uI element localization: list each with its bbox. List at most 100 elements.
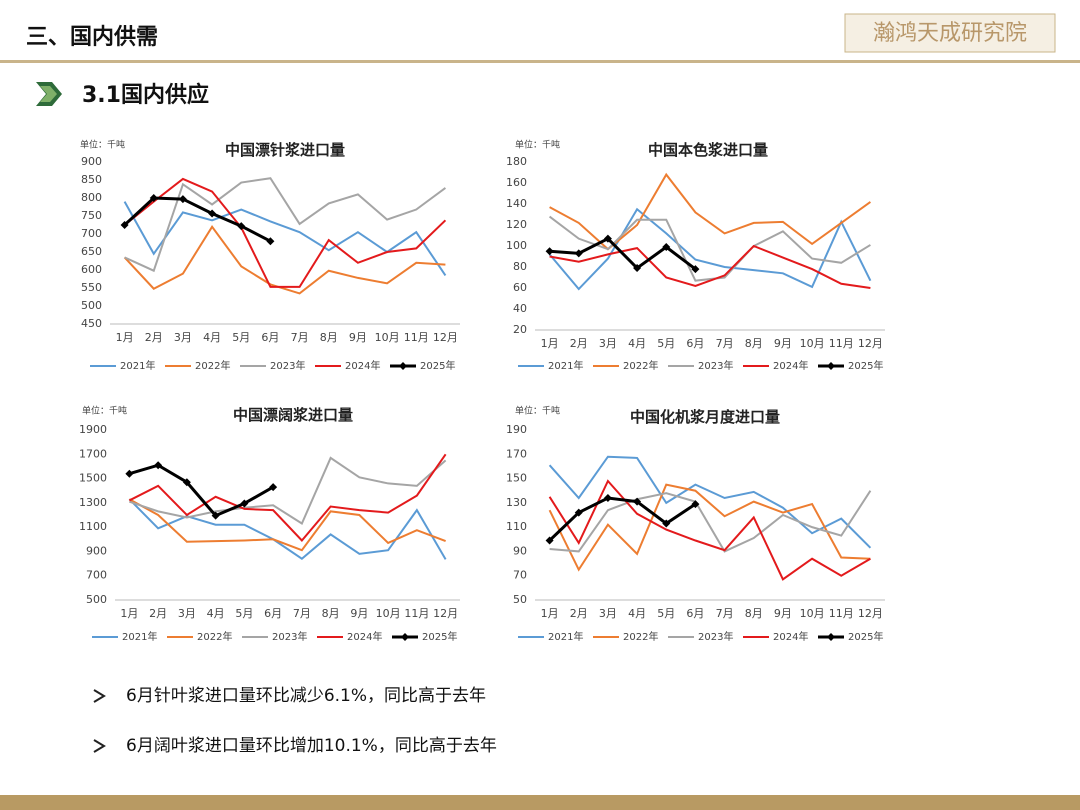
series-line xyxy=(548,455,872,549)
legend-marker xyxy=(827,362,835,370)
x-tick-label: 5月 xyxy=(235,607,253,620)
legend-label: 2025年 xyxy=(848,359,883,372)
series-line xyxy=(548,496,697,542)
y-tick-label: 500 xyxy=(86,593,107,606)
unit-label: 单位：千吨 xyxy=(80,139,125,151)
y-tick-label: 90 xyxy=(513,544,527,557)
legend-label: 2024年 xyxy=(773,359,808,372)
x-tick-label: 8月 xyxy=(320,331,338,344)
x-tick-label: 6月 xyxy=(261,331,279,344)
legend-label: 2022年 xyxy=(623,630,658,643)
y-tick-label: 20 xyxy=(513,323,527,336)
x-tick-label: 10月 xyxy=(800,607,825,620)
series-marker xyxy=(545,536,554,545)
series-marker xyxy=(603,494,612,502)
series-marker xyxy=(154,461,163,470)
x-tick-label: 5月 xyxy=(232,331,250,344)
x-tick-label: 7月 xyxy=(291,331,309,344)
x-tick-label: 8月 xyxy=(322,607,340,620)
y-tick-label: 100 xyxy=(506,239,527,252)
y-tick-label: 1300 xyxy=(79,496,107,509)
x-tick-label: 3月 xyxy=(599,607,617,620)
x-tick-label: 3月 xyxy=(178,607,196,620)
y-tick-label: 1900 xyxy=(79,423,107,436)
x-tick-label: 12月 xyxy=(433,331,458,344)
x-tick-label: 3月 xyxy=(599,337,617,350)
x-tick-label: 4月 xyxy=(207,607,225,620)
y-tick-label: 900 xyxy=(81,155,102,168)
x-tick-label: 8月 xyxy=(745,337,763,350)
series-line xyxy=(129,456,447,525)
legend-label: 2021年 xyxy=(122,630,157,643)
legend-marker xyxy=(827,633,835,641)
chart-title: 中国本色浆进口量 xyxy=(648,141,768,159)
x-tick-label: 1月 xyxy=(120,607,138,620)
unit-label: 单位：千吨 xyxy=(82,405,127,417)
legend-label: 2023年 xyxy=(270,359,305,372)
series-marker xyxy=(266,237,275,246)
chart-title: 中国漂针浆进口量 xyxy=(225,141,345,159)
x-tick-label: 6月 xyxy=(264,607,282,620)
x-tick-label: 9月 xyxy=(774,337,792,350)
y-tick-label: 120 xyxy=(506,218,527,231)
x-tick-label: 2月 xyxy=(570,337,588,350)
y-tick-label: 900 xyxy=(86,544,107,557)
y-tick-label: 650 xyxy=(81,245,102,258)
x-tick-label: 2月 xyxy=(570,607,588,620)
legend-marker xyxy=(401,633,409,641)
y-tick-label: 180 xyxy=(506,155,527,168)
series-line xyxy=(548,483,871,572)
x-tick-label: 3月 xyxy=(174,331,192,344)
legend-label: 2023年 xyxy=(272,630,307,643)
series-marker xyxy=(603,234,612,243)
legend-label: 2023年 xyxy=(698,359,733,372)
y-tick-label: 160 xyxy=(506,176,527,189)
legend-label: 2021年 xyxy=(548,630,583,643)
y-tick-label: 170 xyxy=(506,447,527,460)
x-tick-label: 12月 xyxy=(433,607,458,620)
bullet-icon xyxy=(93,739,106,753)
x-tick-label: 11月 xyxy=(404,331,429,344)
x-tick-label: 10月 xyxy=(376,607,401,620)
series-line xyxy=(128,498,446,552)
series-line xyxy=(123,225,446,295)
x-tick-label: 2月 xyxy=(149,607,167,620)
series-marker xyxy=(208,209,217,218)
legend-label: 2025年 xyxy=(848,630,883,643)
x-tick-label: 5月 xyxy=(657,607,675,620)
y-tick-label: 1700 xyxy=(79,447,107,460)
series-marker xyxy=(240,499,249,508)
x-tick-label: 10月 xyxy=(375,331,400,344)
x-tick-label: 9月 xyxy=(349,331,367,344)
legend-marker xyxy=(399,362,407,370)
bullet: 6月针叶浆进口量环比减少6.1%，同比高于去年 xyxy=(126,686,486,706)
x-tick-label: 7月 xyxy=(293,607,311,620)
y-tick-label: 130 xyxy=(506,496,527,509)
x-tick-label: 7月 xyxy=(716,337,734,350)
series-marker xyxy=(125,469,134,478)
series-marker xyxy=(269,483,278,492)
series-line xyxy=(128,453,447,542)
x-tick-label: 2月 xyxy=(145,331,163,344)
y-tick-label: 40 xyxy=(513,302,527,315)
series-marker xyxy=(662,519,671,528)
y-tick-label: 140 xyxy=(506,197,527,210)
y-tick-label: 700 xyxy=(86,569,107,582)
unit-label: 单位：千吨 xyxy=(515,405,560,417)
x-tick-label: 9月 xyxy=(350,607,368,620)
series-line xyxy=(124,177,447,273)
series-marker xyxy=(120,221,129,229)
y-tick-label: 850 xyxy=(81,173,102,186)
x-tick-label: 9月 xyxy=(774,607,792,620)
y-tick-label: 700 xyxy=(81,227,102,240)
x-tick-label: 8月 xyxy=(745,607,763,620)
y-tick-label: 750 xyxy=(81,209,102,222)
x-tick-label: 4月 xyxy=(203,331,221,344)
legend-label: 2023年 xyxy=(698,630,733,643)
x-tick-label: 1月 xyxy=(541,607,559,620)
series-marker xyxy=(545,247,554,256)
bullet-icon xyxy=(93,689,106,703)
legend-label: 2024年 xyxy=(347,630,382,643)
header-title: 三、国内供需 xyxy=(26,24,158,50)
series-marker xyxy=(149,194,158,202)
